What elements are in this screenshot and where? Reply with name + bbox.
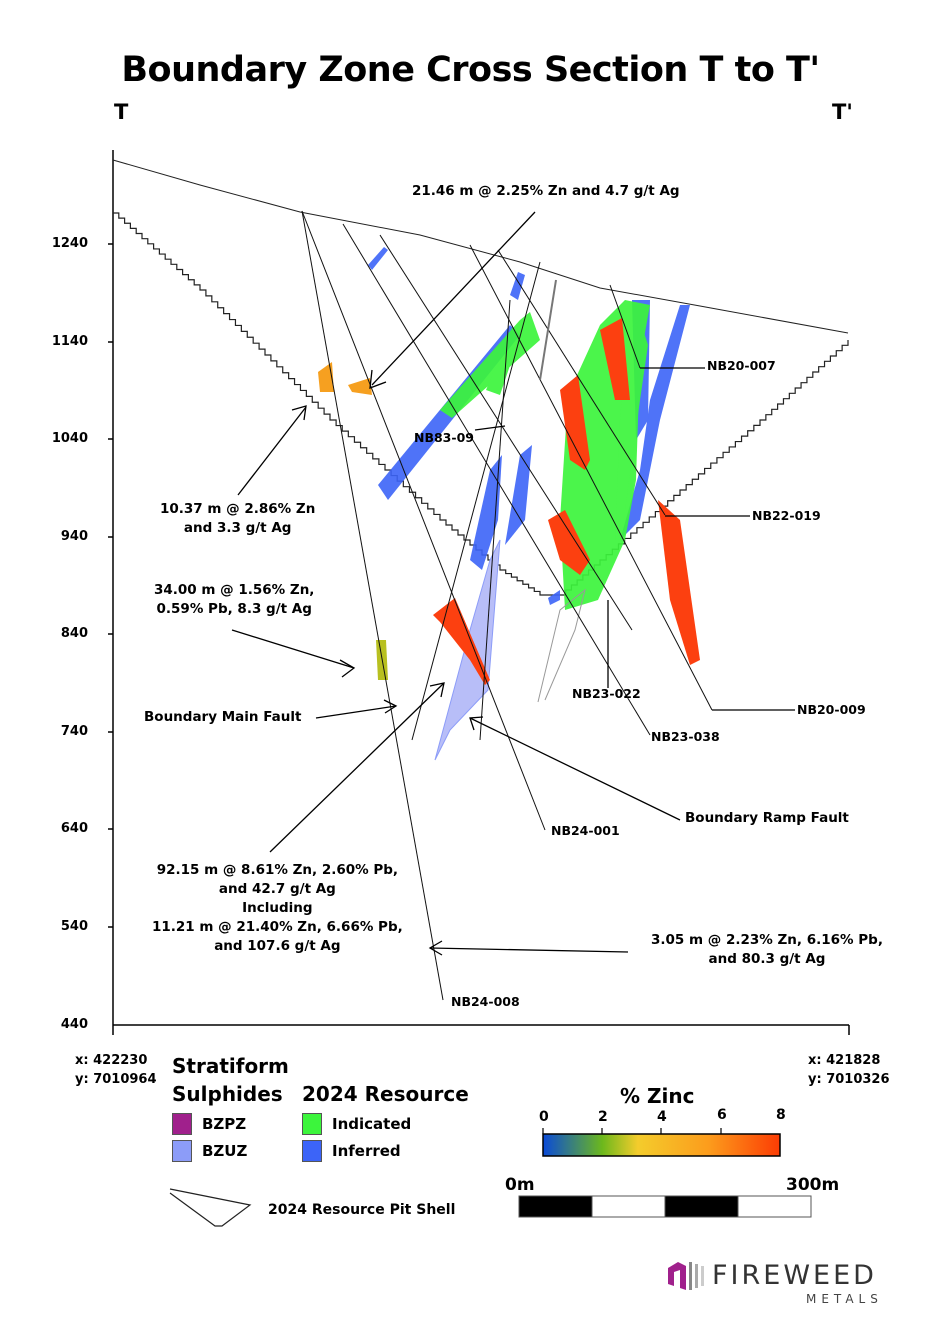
drill-hole-traces [301,210,713,1001]
topography-line [112,159,849,334]
high-grade-zinc-intercepts [318,318,700,685]
legend-item-inferred: Inferred [302,1140,401,1162]
y-axis-ticks [108,243,113,928]
start-coordinates: x: 422230 y: 7010964 [75,1053,157,1087]
bzuz-swatch [172,1140,192,1162]
hole-label-nb24-008: NB24-008 [451,994,520,1009]
hole-label-nb83-09: NB83-09 [414,430,474,445]
colorbar-tick-label: 4 [657,1109,667,1125]
legend-pit-shell-label: 2024 Resource Pit Shell [268,1202,456,1218]
drill-hole-nb22-019 [497,249,666,516]
legend-item-bzuz: BZUZ [172,1140,247,1162]
bzpz-swatch [172,1113,192,1135]
annotation-3m-intercept: 3.05 m @ 2.23% Zn, 6.16% Pb, and 80.3 g/t… [651,932,883,967]
drill-hole-nb23-022 [379,234,633,631]
pit-shell-legend-icon [169,1188,252,1227]
y-tick-label: 940 [60,529,88,544]
drill-hole-nb20-009 [469,244,713,711]
scale-start-label: 0m [505,1175,535,1195]
section-start-label: T [114,100,129,124]
annotation-21m-intercept: 21.46 m @ 2.25% Zn and 4.7 g/t Ag [412,183,680,199]
annotation-10m-intercept: 10.37 m @ 2.86% Zn and 3.3 g/t Ag [160,501,316,536]
end-coordinates: x: 421828 y: 7010326 [808,1053,890,1087]
y-tick-label: 1240 [51,236,88,251]
y-tick-label: 840 [60,626,88,641]
colorbar-tick-label: 8 [776,1107,786,1123]
colorbar-title: % Zinc [620,1084,695,1108]
logo-name: FIREWEED [712,1260,877,1291]
boundary-ramp-fault-trace [411,261,541,741]
hole-label-nb20-009: NB20-009 [797,702,866,717]
hole-label-nb23-022: NB23-022 [572,686,641,701]
y-tick-label: 1040 [51,431,88,446]
hole-label-nb22-019: NB22-019 [752,508,821,523]
hole-label-nb23-038: NB23-038 [651,729,720,744]
y-tick-label: 440 [60,1017,88,1032]
zinc-colorbar [542,1133,781,1157]
drill-hole-nb24-008 [301,210,444,1001]
hole-label-nb20-007: NB20-007 [707,358,776,373]
y-tick-label: 640 [60,821,88,836]
drill-hole-nb20-007 [609,284,641,369]
y-tick-label: 1140 [51,334,88,349]
colorbar-tick-label: 6 [717,1107,727,1123]
fireweed-logo-icon [668,1262,704,1290]
colorbar-ticks [542,1128,722,1134]
annotation-arrows [231,211,795,956]
boundary-ramp-fault-label: Boundary Ramp Fault [685,810,849,826]
drill-hole-nb23-038 [342,223,651,736]
hole-label-nb24-001: NB24-001 [551,823,620,838]
colorbar-tick-label: 0 [539,1109,549,1125]
boundary-main-fault-label: Boundary Main Fault [144,709,302,725]
colorbar-tick-label: 2 [598,1109,608,1125]
logo-subtitle: METALS [806,1292,883,1306]
y-tick-label: 540 [60,919,88,934]
inferred-swatch [302,1140,322,1162]
annotation-92m-intercept: 92.15 m @ 8.61% Zn, 2.60% Pb, and 42.7 g/… [152,862,403,954]
scale-end-label: 300m [786,1175,840,1195]
section-end-label: T' [832,100,853,124]
legend-item-indicated: Indicated [302,1113,411,1135]
legend-resource-title: 2024 Resource [302,1082,469,1106]
indicated-swatch [302,1113,322,1135]
inferred-resource-blocks [368,247,690,605]
legend-stratiform-title: Stratiform Sulphides [172,1054,289,1106]
drill-hole-nb24-001 [301,210,546,831]
figure-title: Boundary Zone Cross Section T to T' [121,50,820,90]
legend-item-bzpz: BZPZ [172,1113,246,1135]
y-tick-label: 740 [60,724,88,739]
scale-bar [518,1195,812,1218]
annotation-34m-intercept: 34.00 m @ 1.56% Zn, 0.59% Pb, 8.3 g/t Ag [154,582,315,617]
bzuz-outline-ghost [537,588,586,703]
